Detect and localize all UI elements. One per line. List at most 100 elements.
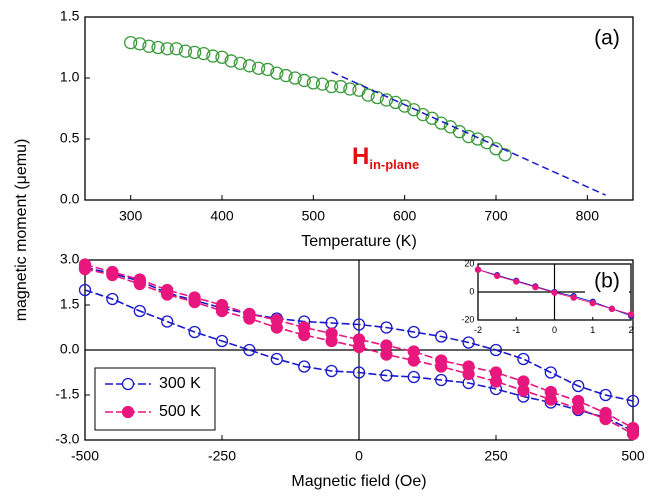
x-tick-label: 300 — [119, 208, 143, 224]
data-point — [517, 352, 530, 366]
data-point — [489, 142, 503, 156]
data-point — [435, 330, 448, 343]
data-point — [474, 266, 482, 273]
data-point — [544, 366, 557, 379]
data-point — [407, 325, 420, 339]
x-tick-label: -250 — [208, 448, 236, 464]
y-tick-label: -3.0 — [55, 431, 79, 447]
data-point — [380, 369, 393, 382]
data-point — [532, 283, 539, 291]
data-point — [489, 343, 503, 357]
data-point — [352, 318, 366, 331]
data-point — [343, 82, 357, 96]
plot-frame — [84, 16, 634, 201]
data-point — [380, 348, 393, 361]
field-label-subscript: in-plane — [369, 157, 419, 172]
data-point — [352, 340, 366, 354]
data-point — [178, 44, 193, 58]
y-tick-label: 3.0 — [60, 251, 80, 267]
y-tick-label: -20 — [461, 314, 474, 324]
field-label: Hin-plane — [352, 143, 419, 172]
x-tick-label: 1 — [590, 325, 595, 335]
data-point — [297, 73, 311, 88]
data-point — [106, 268, 119, 282]
data-point — [498, 148, 512, 162]
data-point — [493, 272, 501, 280]
x-tick-label: -2 — [474, 325, 482, 335]
data-point — [315, 77, 330, 91]
data-point — [325, 334, 338, 348]
data-point — [288, 71, 302, 85]
panel-label: (a) — [594, 27, 620, 50]
data-point — [161, 288, 174, 301]
data-point — [572, 402, 585, 415]
data-point — [325, 364, 338, 378]
panel-label-background — [585, 266, 629, 296]
x-axis-label: Temperature (K) — [301, 233, 417, 250]
data-point — [270, 352, 283, 366]
y-tick-label: -1.5 — [55, 386, 79, 402]
data-point — [398, 99, 412, 113]
series-line — [84, 289, 634, 432]
data-point — [142, 39, 156, 53]
legend-box — [94, 367, 216, 431]
x-tick-label: 500 — [302, 208, 326, 224]
legend-marker — [121, 377, 135, 391]
data-point — [334, 79, 348, 94]
data-point — [608, 305, 616, 312]
legend-label: 300 K — [159, 375, 201, 392]
x-tick-label: -1 — [512, 325, 520, 335]
panel-label-background — [585, 23, 629, 53]
data-point — [270, 321, 283, 334]
data-point — [627, 311, 635, 318]
y-tick-label: 0.0 — [60, 341, 80, 357]
fit-line — [331, 71, 606, 196]
data-point — [589, 300, 596, 307]
data-point — [489, 375, 503, 388]
data-point — [298, 360, 311, 373]
data-point — [517, 384, 530, 397]
data-point — [352, 366, 366, 379]
field-label-main: H — [352, 143, 369, 170]
data-point — [78, 283, 92, 297]
data-point — [224, 54, 238, 68]
data-point — [416, 107, 430, 122]
data-point — [270, 66, 284, 80]
x-axis-label: Magnetic field (Oe) — [291, 473, 426, 490]
y-tick-label: 1.5 — [60, 296, 80, 312]
y-axis-label: magnetic moment (μemu) — [13, 139, 30, 322]
data-point — [551, 289, 558, 296]
data-point — [188, 295, 201, 309]
x-tick-label: 2 — [628, 325, 633, 335]
y-tick-label: 1.5 — [60, 8, 80, 24]
x-tick-label: 250 — [484, 448, 508, 464]
data-point — [215, 334, 229, 348]
data-point — [215, 50, 229, 64]
data-point — [133, 37, 147, 51]
legend-label: 500 K — [159, 403, 201, 420]
data-point — [243, 343, 256, 357]
legend-marker — [121, 405, 135, 419]
data-point — [544, 393, 557, 406]
series-line — [84, 266, 634, 402]
data-point — [169, 42, 183, 56]
data-point — [187, 45, 202, 60]
inset-background — [85, 17, 633, 200]
data-point — [626, 394, 640, 408]
data-point — [435, 360, 448, 373]
data-point — [626, 427, 640, 441]
data-point — [279, 68, 293, 83]
data-point — [361, 88, 375, 102]
data-point — [407, 370, 420, 384]
x-tick-label: 500 — [621, 448, 645, 464]
data-point — [78, 262, 92, 276]
data-point — [513, 278, 520, 285]
x-tick-label: 800 — [576, 208, 600, 224]
data-point — [599, 412, 612, 426]
data-point — [160, 42, 174, 56]
data-point — [133, 304, 146, 318]
plot-frame — [477, 263, 632, 321]
data-point — [471, 132, 485, 146]
